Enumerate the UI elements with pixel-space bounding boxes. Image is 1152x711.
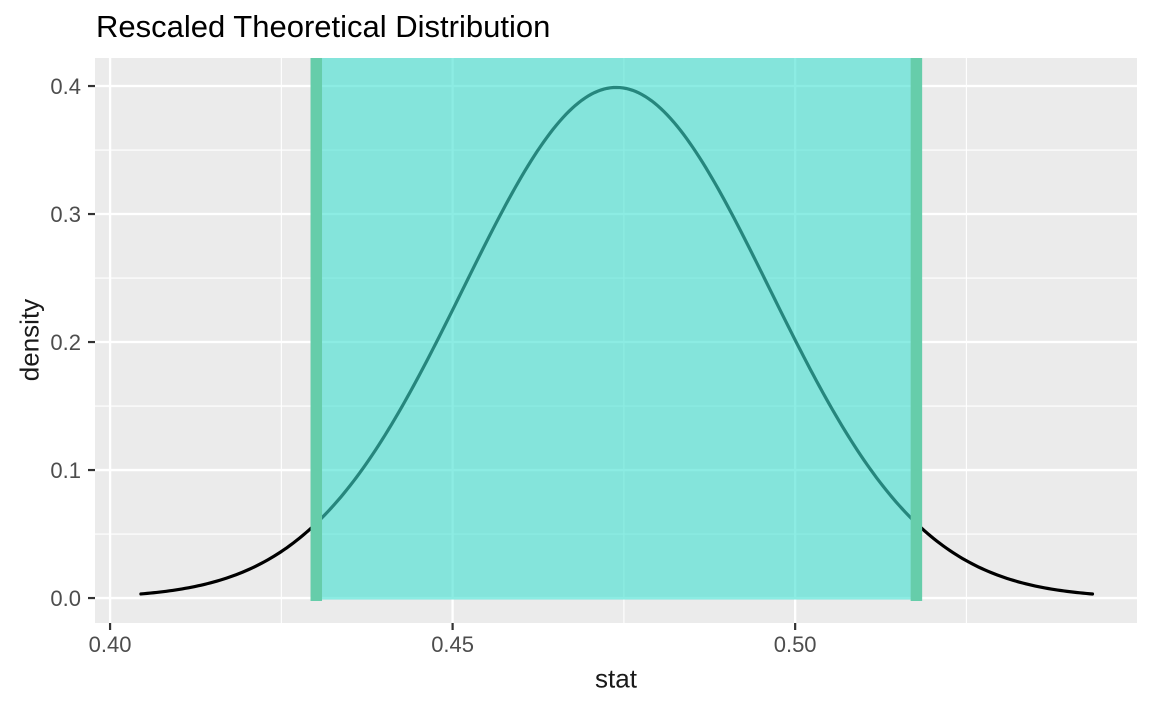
y-tick-label: 0.2 [50,330,81,355]
ci-shade [316,58,917,600]
x-axis-title: stat [595,663,637,694]
y-tick-labels: 0.0 0.1 0.2 0.3 0.4 [50,74,81,611]
y-tick-label: 0.1 [50,458,81,483]
x-tick-labels: 0.40 0.45 0.50 [89,632,817,657]
x-tick-label: 0.40 [89,632,132,657]
x-tick-label: 0.45 [431,632,474,657]
y-tick-label: 0.3 [50,202,81,227]
axis-tick-marks [88,84,797,630]
y-tick-label: 0.4 [50,74,81,99]
ci-endpoint-lines [310,58,923,602]
y-tick-label: 0.0 [50,586,81,611]
plot-title: Rescaled Theoretical Distribution [96,9,551,44]
x-tick-label: 0.50 [774,632,817,657]
